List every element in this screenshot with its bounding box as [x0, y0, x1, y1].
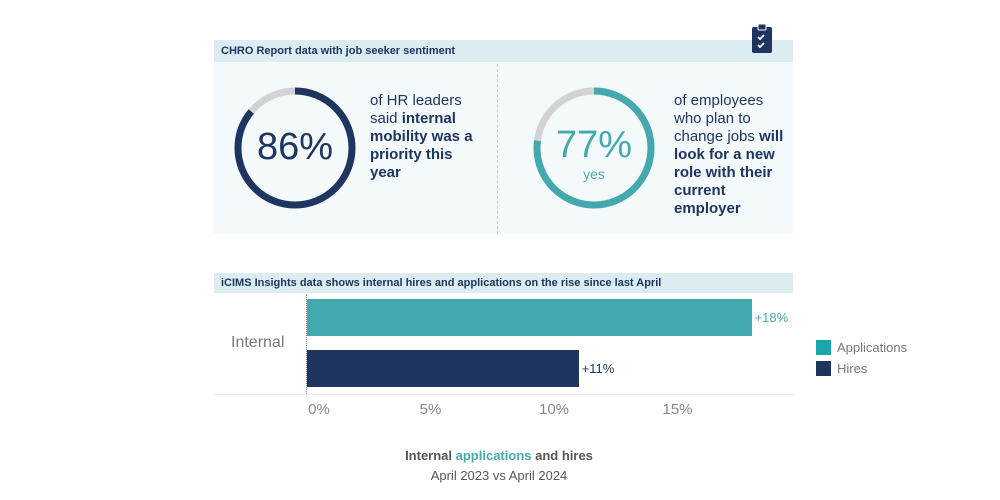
stat2-text: of employees who plan to change jobs wil… — [674, 92, 784, 217]
data-label-applications: +18% — [754, 310, 789, 325]
x-tick-label: 10% — [538, 401, 570, 418]
bar-hires — [307, 350, 579, 387]
chart-subtitle: April 2023 vs April 2024 — [430, 468, 568, 483]
stat1-text: of HR leaders said internal mobility was… — [370, 92, 473, 181]
legend-applications: Applications — [816, 340, 907, 355]
section1-title: CHRO Report data with job seeker sentime… — [221, 45, 456, 57]
legend-swatch — [816, 361, 831, 376]
donut-fill — [533, 87, 655, 209]
legend-hires: Hires — [816, 361, 867, 376]
section2-header: iCIMS Insights data shows internal hires… — [214, 273, 793, 293]
legend-swatch — [816, 340, 831, 355]
chart-title: Internal applications and hires — [405, 448, 593, 463]
stat2-value: 77% — [555, 124, 633, 166]
category-label: Internal — [231, 334, 285, 351]
donut-77 — [533, 87, 655, 209]
x-tick-label: 5% — [419, 401, 442, 418]
stat2-sub: yes — [583, 166, 605, 182]
x-tick-label: 15% — [662, 401, 693, 418]
stat1-value: 86% — [256, 126, 334, 168]
bar-applications — [307, 299, 752, 336]
clipboard-check-icon — [751, 22, 773, 54]
x-tick-label: 0% — [308, 401, 330, 418]
section2-title: iCIMS Insights data shows internal hires… — [221, 277, 662, 289]
divider — [497, 64, 498, 234]
donut-fill — [234, 87, 356, 209]
y-axis-line — [306, 294, 307, 394]
data-label-hires: +11% — [581, 361, 615, 376]
x-baseline — [214, 394, 794, 395]
donut-86 — [234, 87, 356, 209]
section1-header: CHRO Report data with job seeker sentime… — [214, 40, 793, 62]
